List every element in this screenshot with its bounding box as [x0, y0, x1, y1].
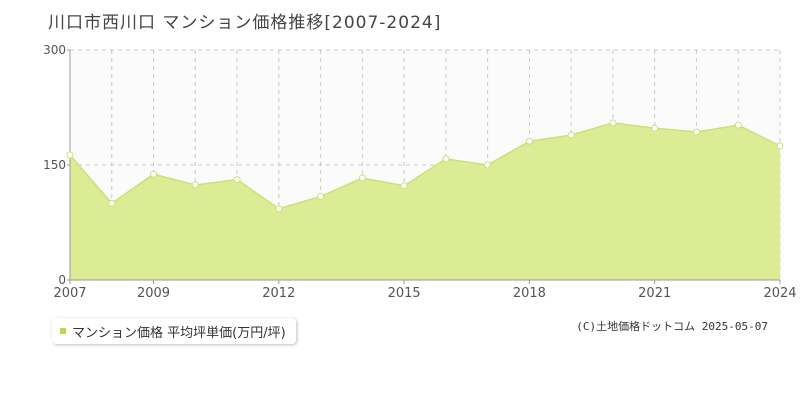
data-point: [442, 155, 450, 163]
legend: マンション価格 平均坪単価(万円/坪): [52, 318, 296, 344]
y-tick-label: 150: [43, 158, 66, 172]
series-line: [69, 122, 781, 210]
y-tick-label: 0: [58, 273, 66, 287]
data-point: [150, 170, 158, 178]
y-tick-label: 300: [43, 43, 66, 57]
data-point: [233, 176, 241, 184]
data-point: [567, 131, 575, 139]
data-point: [484, 161, 492, 169]
legend-swatch: [60, 328, 66, 334]
x-tick-label: 2021: [638, 286, 671, 301]
area-chart: 0 150 300 2007 2009 2012 2015 2018 2021 2024: [43, 43, 796, 301]
series-area: [70, 122, 780, 280]
data-point: [400, 182, 408, 190]
legend-label: マンション価格 平均坪単価(万円/坪): [72, 325, 286, 341]
x-tick-label: 2012: [262, 286, 295, 301]
data-point: [651, 124, 659, 132]
chart-title: 川口市西川口 マンション価格推移[2007-2024]: [48, 13, 442, 33]
data-point: [108, 199, 116, 207]
data-point: [358, 174, 366, 182]
data-point: [734, 121, 742, 129]
x-tick-label: 2009: [137, 286, 170, 301]
data-point: [191, 181, 199, 189]
data-point: [776, 142, 784, 150]
x-tick-label: 2024: [763, 286, 796, 301]
data-point: [317, 192, 325, 200]
x-tick-label: 2015: [388, 286, 421, 301]
credit-text: (C)土地価格ドットコム 2025-05-07: [576, 320, 768, 333]
data-point: [66, 151, 74, 159]
x-tick-label: 2007: [53, 286, 86, 301]
data-point: [525, 137, 533, 145]
data-point: [275, 205, 283, 213]
data-point: [609, 119, 617, 127]
chart-area: 0 150 300 2007 2009 2012 2015 2018 2021 2024: [43, 43, 796, 301]
data-point: [692, 128, 700, 136]
x-tick-label: 2018: [513, 286, 546, 301]
